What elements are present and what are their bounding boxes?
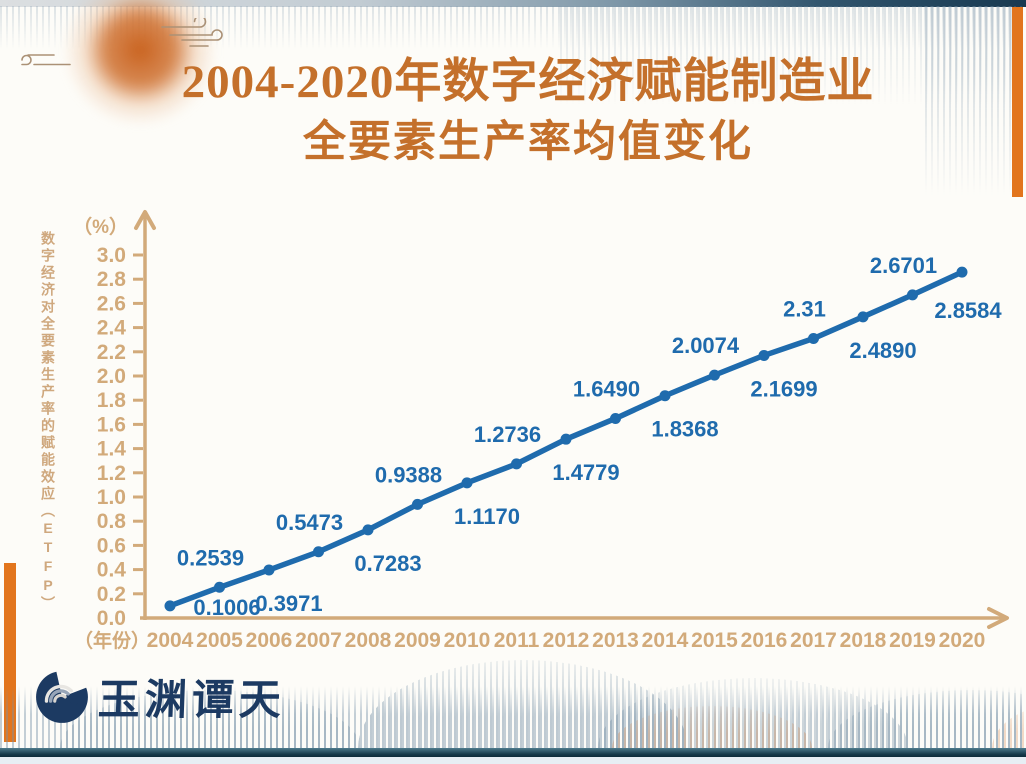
- data-point: [758, 349, 770, 361]
- x-axis-tick-label: 2009: [394, 629, 441, 652]
- x-axis-tick-label: 2008: [345, 629, 392, 652]
- x-axis-tick-label: 2016: [741, 629, 788, 652]
- x-axis-tick-label: 2017: [790, 629, 837, 652]
- y-axis-unit-label: （%）: [73, 215, 128, 238]
- data-point-label: 0.5473: [276, 510, 343, 535]
- data-point-label: 0.1006: [193, 595, 260, 620]
- data-point-label: 1.4779: [552, 460, 619, 485]
- title-line-1: 2004-2020年数字经济赋能制造业: [181, 56, 875, 108]
- logo-text: 玉渊谭天: [97, 678, 287, 724]
- data-point-label: 1.1170: [454, 504, 520, 529]
- data-point-label: 0.7283: [354, 551, 421, 576]
- y-axis-tick-label: 2.0: [97, 365, 126, 388]
- x-axis-tick-label: 2014: [642, 629, 689, 652]
- x-axis-tick-label: 2013: [592, 629, 639, 652]
- x-axis-tick-label: 2020: [939, 629, 986, 652]
- data-point: [610, 412, 621, 424]
- data-point: [263, 564, 275, 576]
- top-stripe-pattern-right: [560, 6, 1012, 111]
- bottom-stripe-pattern: [0, 686, 1026, 748]
- data-point: [956, 266, 968, 278]
- y-axis-tick-label: 0.4: [97, 559, 127, 582]
- x-axis-tick-label: 2015: [691, 629, 738, 652]
- data-point: [659, 390, 671, 402]
- sun-decoration: [52, 0, 228, 186]
- data-point-label: 1.6490: [573, 376, 640, 401]
- y-axis-tick-label: 2.6: [97, 292, 126, 315]
- y-axis-tick-label: 1.8: [97, 389, 127, 412]
- orange-accent-left: [4, 563, 16, 742]
- data-point-label: 1.8368: [651, 417, 718, 442]
- data-point: [313, 546, 324, 558]
- data-point: [709, 369, 720, 381]
- bottom-light-strip: [0, 757, 1026, 764]
- data-point-label: 2.4890: [849, 338, 916, 363]
- data-point: [560, 433, 572, 445]
- y-axis-tick-label: 0.2: [97, 583, 126, 606]
- data-point: [461, 477, 473, 489]
- y-axis-tick-label: 0.0: [97, 607, 126, 630]
- data-point: [362, 524, 374, 536]
- y-axis-tick-label: 1.2: [97, 462, 126, 485]
- y-axis-tick-label: 0.6: [97, 534, 126, 557]
- data-point-label: 2.6701: [870, 253, 937, 278]
- x-axis-tick-label: 2006: [246, 629, 293, 652]
- logo-wave-icon: [36, 668, 89, 723]
- x-axis-tick-label: 2010: [444, 629, 491, 652]
- slide-title: 2004-2020年数字经济赋能制造业 全要素生产率均值变化: [30, 55, 1026, 169]
- data-point-label: 0.2539: [177, 545, 244, 570]
- x-axis-tick-label: 2012: [543, 629, 590, 652]
- y-axis-tick-label: 2.8: [97, 268, 127, 291]
- data-point: [214, 581, 225, 593]
- data-point-label: 0.3971: [255, 591, 322, 616]
- y-axis-title: 数字经济对全要素生产率的赋能效应（ETFP）: [40, 231, 56, 613]
- y-axis-tick-label: 1.6: [97, 413, 126, 436]
- y-axis-tick-label: 0.8: [97, 510, 127, 533]
- logo: 玉渊谭天: [34, 666, 287, 727]
- data-point-label: 2.8584: [934, 298, 1002, 323]
- x-axis-tick-label: 2004: [147, 629, 194, 652]
- x-axis-tick-label: 2007: [295, 629, 342, 652]
- title-line-2: 全要素生产率均值变化: [303, 119, 753, 167]
- x-axis-tick-label: 2011: [494, 629, 540, 652]
- x-axis-tick-label: 2019: [889, 629, 936, 652]
- x-axis-tick-label: 2005: [196, 629, 243, 652]
- data-point: [808, 332, 819, 344]
- top-stripe-pattern-corner: [925, 6, 1013, 206]
- data-point: [511, 458, 522, 470]
- data-point: [164, 600, 176, 612]
- cloud-decoration-right: [161, 18, 223, 47]
- data-point-label: 1.2736: [474, 422, 541, 447]
- y-axis-tick-label: 2.2: [97, 341, 126, 364]
- top-edge-bar: [0, 0, 1026, 7]
- data-point-label: 2.1699: [750, 376, 817, 401]
- y-axis-arrow-icon: [134, 210, 156, 230]
- data-point-label: 0.9388: [375, 462, 442, 487]
- data-point-label: 2.0074: [672, 333, 740, 358]
- data-point: [857, 311, 869, 323]
- x-axis-tick-label: 2018: [840, 629, 887, 652]
- data-point: [907, 289, 918, 301]
- data-point-label: 2.31: [783, 296, 826, 321]
- data-point: [412, 498, 423, 510]
- y-axis-tick-label: 1.4: [97, 438, 127, 461]
- y-axis-tick-label: 3.0: [97, 244, 126, 267]
- x-axis-arrow-icon: [987, 607, 1009, 629]
- y-axis-tick-label: 1.0: [97, 486, 126, 509]
- cloud-decoration-left: [21, 54, 71, 66]
- bottom-edge-bar: [0, 748, 1026, 757]
- x-axis-unit-label: （年份）: [74, 629, 150, 652]
- y-axis-tick-label: 2.4: [97, 317, 127, 340]
- orange-accent-right: [1012, 7, 1023, 197]
